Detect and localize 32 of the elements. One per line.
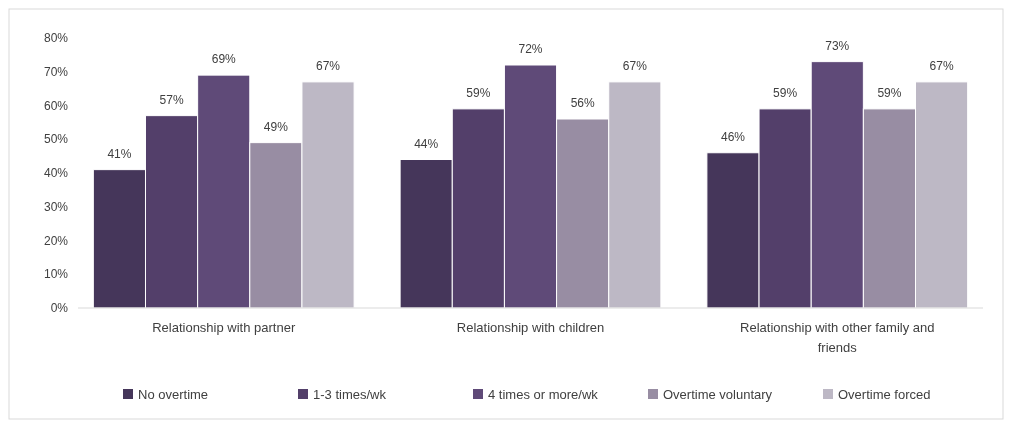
x-tick-label: Relationship with partner bbox=[152, 320, 296, 335]
data-label: 46% bbox=[720, 129, 746, 144]
y-tick-label: 70% bbox=[43, 64, 69, 79]
x-tick-label: Relationship with other family and friends bbox=[740, 320, 935, 355]
data-label: 67% bbox=[929, 58, 954, 73]
data-label: 67% bbox=[316, 58, 341, 73]
y-tick-label: 20% bbox=[43, 233, 69, 248]
y-tick-label: 40% bbox=[43, 166, 69, 181]
y-tick-label: 30% bbox=[43, 199, 69, 214]
y-tick-label: 60% bbox=[43, 98, 69, 113]
legend-label: No overtime bbox=[138, 387, 209, 402]
data-label: 73% bbox=[825, 38, 850, 53]
data-label: 59% bbox=[773, 85, 798, 100]
data-label: 56% bbox=[570, 96, 595, 110]
data-label: 44% bbox=[414, 136, 439, 151]
data-label: 67% bbox=[622, 58, 648, 73]
legend-label: 1-3 times/wk bbox=[313, 387, 387, 402]
legend-label: Overtime voluntary bbox=[663, 387, 773, 402]
y-tick-label: 0% bbox=[50, 301, 69, 316]
data-label: 59% bbox=[877, 85, 902, 100]
x-tick-label: Relationship with children bbox=[456, 320, 605, 335]
y-tick-label: 80% bbox=[43, 31, 69, 46]
y-tick-label: 10% bbox=[43, 267, 69, 282]
data-label: 72% bbox=[518, 42, 543, 56]
legend-label: 4 times or more/wk bbox=[488, 387, 599, 402]
legend-label: Overtime forced bbox=[838, 387, 931, 402]
data-label: 41% bbox=[107, 146, 132, 161]
data-label: 49% bbox=[263, 119, 289, 134]
y-tick-label: 50% bbox=[43, 132, 69, 147]
data-label: 69% bbox=[211, 52, 237, 67]
data-label: 59% bbox=[466, 85, 491, 100]
data-label: 57% bbox=[159, 92, 184, 107]
